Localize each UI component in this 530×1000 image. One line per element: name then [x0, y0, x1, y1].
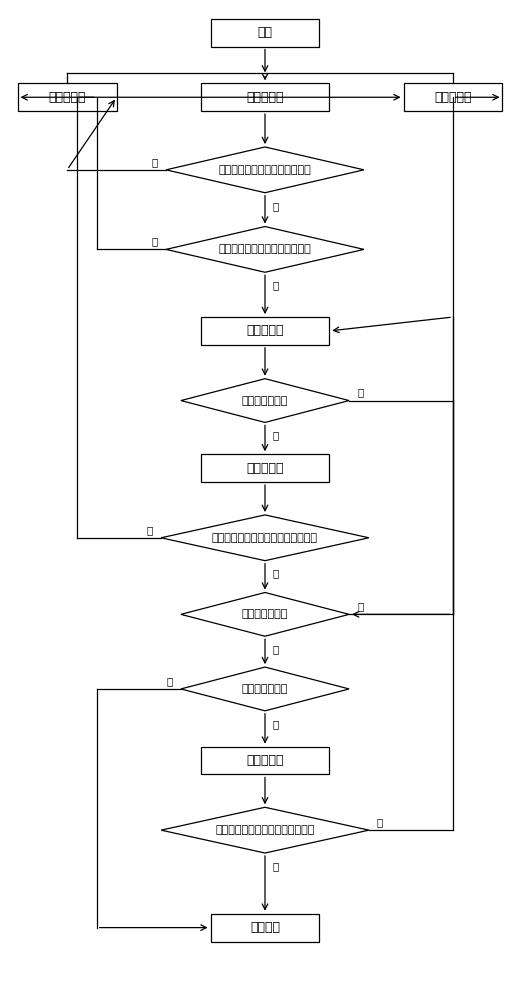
- Bar: [201, 83, 329, 111]
- Text: 否: 否: [273, 644, 279, 654]
- Text: 是: 是: [357, 601, 363, 611]
- Text: 开始: 开始: [258, 26, 272, 39]
- Text: 三级表同步过程导致二级表内容变化: 三级表同步过程导致二级表内容变化: [212, 533, 318, 543]
- Text: 是: 是: [273, 430, 279, 440]
- Text: 更新二级表: 更新二级表: [48, 91, 86, 104]
- Bar: [201, 454, 329, 482]
- Polygon shape: [181, 667, 349, 711]
- Text: 更新三级表: 更新三级表: [246, 91, 284, 104]
- Bar: [210, 19, 320, 47]
- Polygon shape: [166, 147, 364, 193]
- Text: 否: 否: [152, 236, 158, 246]
- Text: 同步三级表: 同步三级表: [246, 462, 284, 475]
- Bar: [17, 83, 117, 111]
- Text: 一级表需要同步: 一级表需要同步: [242, 684, 288, 694]
- Text: 是: 是: [273, 719, 279, 729]
- Text: 是: 是: [273, 280, 279, 290]
- Text: 三级表需要同步: 三级表需要同步: [242, 396, 288, 406]
- Bar: [403, 83, 502, 111]
- Text: 同步二级表: 同步二级表: [434, 91, 472, 104]
- Text: 同步一级表: 同步一级表: [246, 754, 284, 767]
- Text: 更新过程导致一级表中内容改变: 更新过程导致一级表中内容改变: [218, 244, 311, 254]
- Text: 否: 否: [273, 861, 279, 871]
- Text: 更新过程导致二级表中内容改变: 更新过程导致二级表中内容改变: [218, 165, 311, 175]
- Polygon shape: [161, 807, 369, 853]
- Polygon shape: [181, 379, 349, 422]
- Polygon shape: [161, 515, 369, 561]
- Text: 是: 是: [152, 157, 158, 167]
- Polygon shape: [166, 227, 364, 272]
- Text: 二级表需要同步: 二级表需要同步: [242, 609, 288, 619]
- Text: 否: 否: [273, 569, 279, 579]
- Bar: [201, 317, 329, 345]
- Text: 是: 是: [377, 817, 383, 827]
- Text: 否: 否: [167, 676, 173, 686]
- Polygon shape: [181, 592, 349, 636]
- Text: 更新一级表: 更新一级表: [246, 324, 284, 337]
- Text: 一级表备份导致一级表中内容改变: 一级表备份导致一级表中内容改变: [215, 825, 315, 835]
- Bar: [210, 914, 320, 942]
- Text: 更新结束: 更新结束: [250, 921, 280, 934]
- Text: 是: 是: [147, 525, 153, 535]
- Text: 否: 否: [273, 201, 279, 211]
- Text: 否: 否: [357, 388, 363, 398]
- Bar: [201, 747, 329, 774]
